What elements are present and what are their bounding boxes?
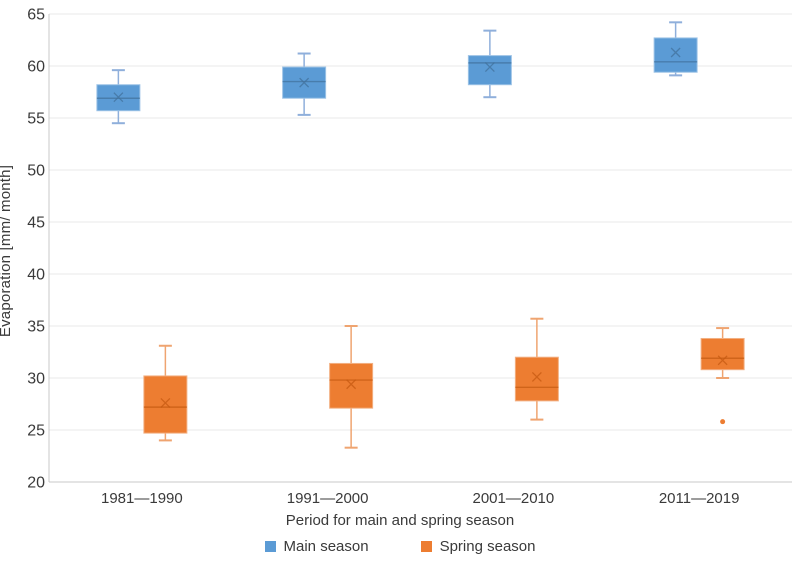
y-tick-label: 30 xyxy=(27,371,45,388)
legend-item-spring-season: Spring season xyxy=(420,538,536,555)
x-tick-label: 1991—2000 xyxy=(287,490,369,507)
legend-label-main-season: Main season xyxy=(283,538,369,555)
box-main-season-2001-2010 xyxy=(467,55,512,86)
spring-season-swatch-icon xyxy=(420,541,432,552)
box-spring-season-2011-2019 xyxy=(700,337,745,371)
y-tick-label: 45 xyxy=(27,215,45,232)
y-tick-label: 35 xyxy=(27,319,45,336)
mean-marker-main-season-2011-2019 xyxy=(670,47,681,58)
box-spring-season-1991-2000 xyxy=(329,362,374,409)
mean-marker-spring-season-2011-2019 xyxy=(717,355,728,366)
y-tick-label: 65 xyxy=(27,7,45,24)
y-tick-label: 25 xyxy=(27,423,45,440)
mean-marker-spring-season-1981-1990 xyxy=(160,398,171,408)
box-main-season-2011-2019 xyxy=(653,37,698,73)
y-tick-label: 60 xyxy=(27,59,45,76)
box-spring-season-1981-1990 xyxy=(143,375,188,434)
box-main-season-1991-2000 xyxy=(282,66,327,99)
y-tick-label: 40 xyxy=(27,267,45,284)
y-tick-label: 20 xyxy=(27,475,45,492)
mean-marker-spring-season-1991-2000 xyxy=(346,379,357,390)
y-tick-label: 55 xyxy=(27,111,45,128)
x-axis-title: Period for main and spring season xyxy=(285,512,515,529)
plot-area: 20 25 30 35 40 45 50 55 60 65 1981—1990 1991—2000 20… xyxy=(27,7,792,507)
mean-marker-main-season-1981-1990 xyxy=(113,92,124,103)
x-tick-label: 2011—2019 xyxy=(659,490,740,507)
mean-marker-main-season-1991-2000 xyxy=(299,77,310,88)
legend: Main season Spring season xyxy=(0,538,800,555)
y-tick-label: 50 xyxy=(27,163,45,180)
main-season-swatch-icon xyxy=(264,541,276,552)
x-tick-label: 2001—2010 xyxy=(473,490,555,507)
mean-marker-main-season-2001-2010 xyxy=(484,62,495,72)
mean-marker-spring-season-2001-2010 xyxy=(531,372,542,382)
x-tick-label: 1981—1990 xyxy=(101,490,183,507)
legend-label-spring-season: Spring season xyxy=(439,538,536,555)
box-spring-season-2001-2010 xyxy=(514,356,559,402)
outlier-spring-season-2011-2019 xyxy=(720,419,726,425)
legend-item-main-season: Main season xyxy=(264,538,369,555)
